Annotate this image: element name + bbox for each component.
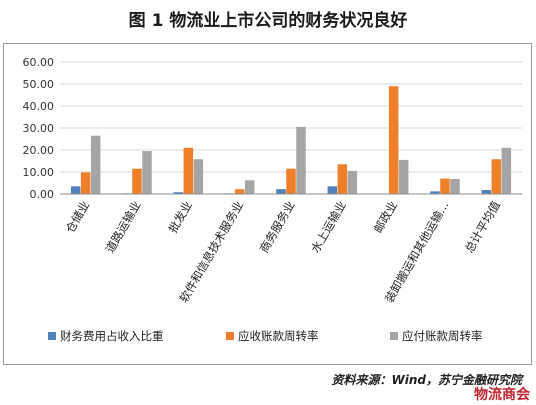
- bar-3: [398, 159, 409, 194]
- bar-3: [193, 159, 204, 194]
- bar-2: [286, 168, 296, 194]
- bar-1: [276, 189, 286, 194]
- bar-chart: 0.00 10.00 20.00 30.00 40.00 50.00 60.00 仓储业 道路…: [23, 56, 522, 343]
- bar-1: [70, 186, 81, 194]
- bar-2: [80, 172, 91, 194]
- y-tick-label: 0.00: [30, 188, 55, 201]
- source-note: 资料来源：Wind，苏宁金融研究院: [331, 373, 522, 387]
- bar-1: [173, 192, 184, 194]
- chart-title: 图 1 物流业上市公司的财务状况良好: [128, 11, 408, 31]
- bar-3: [142, 151, 152, 194]
- bar-3: [90, 135, 101, 194]
- x-category-label: 道路运输业: [103, 199, 144, 256]
- y-tick-label: 30.00: [23, 122, 55, 135]
- x-category-label: 仓储业: [63, 199, 92, 236]
- y-tick-label: 50.00: [23, 78, 55, 91]
- bar-1: [481, 190, 492, 194]
- bar-3: [347, 170, 358, 194]
- x-category-label: 总计平均值: [462, 198, 503, 255]
- legend-label: 应付账款周转率: [402, 329, 483, 343]
- legend-swatch: [390, 332, 398, 340]
- x-category-label: 邮政业: [371, 199, 400, 236]
- y-tick-label: 10.00: [23, 166, 55, 179]
- watermark: 物流商会: [474, 387, 530, 403]
- bar-3: [450, 179, 460, 194]
- legend-label: 应收账款周转率: [238, 329, 319, 343]
- bar-2: [337, 164, 348, 194]
- y-tick-label: 60.00: [23, 56, 55, 69]
- bar-2: [388, 86, 399, 194]
- bar-2: [132, 168, 142, 194]
- x-category-label: 水上运输业: [308, 199, 349, 256]
- legend: 财务费用占收入比重 应收账款周转率 应付账款周转率: [48, 329, 483, 343]
- bars: [70, 86, 512, 194]
- y-axis-ticks: 0.00 10.00 20.00 30.00 40.00 50.00 60.00: [23, 56, 55, 201]
- bar-2: [183, 147, 194, 194]
- bar-3: [501, 147, 512, 194]
- bar-2: [491, 159, 502, 194]
- y-tick-label: 40.00: [23, 100, 55, 113]
- y-tick-label: 20.00: [23, 144, 55, 157]
- x-category-label: 商务服务业: [257, 199, 298, 256]
- chart-frame: 0.00 10.00 20.00 30.00 40.00 50.00 60.00 仓储业 道路…: [3, 43, 532, 365]
- gridlines: [60, 61, 522, 173]
- legend-swatch: [226, 332, 234, 340]
- x-category-label: 批发业: [166, 199, 195, 236]
- bar-1: [430, 191, 440, 194]
- bar-3: [244, 180, 255, 194]
- bar-2: [234, 189, 245, 194]
- legend-label: 财务费用占收入比重: [60, 329, 164, 343]
- bar-2: [440, 178, 450, 194]
- bar-3: [296, 126, 306, 194]
- bar-1: [327, 186, 338, 194]
- legend-swatch: [48, 332, 56, 340]
